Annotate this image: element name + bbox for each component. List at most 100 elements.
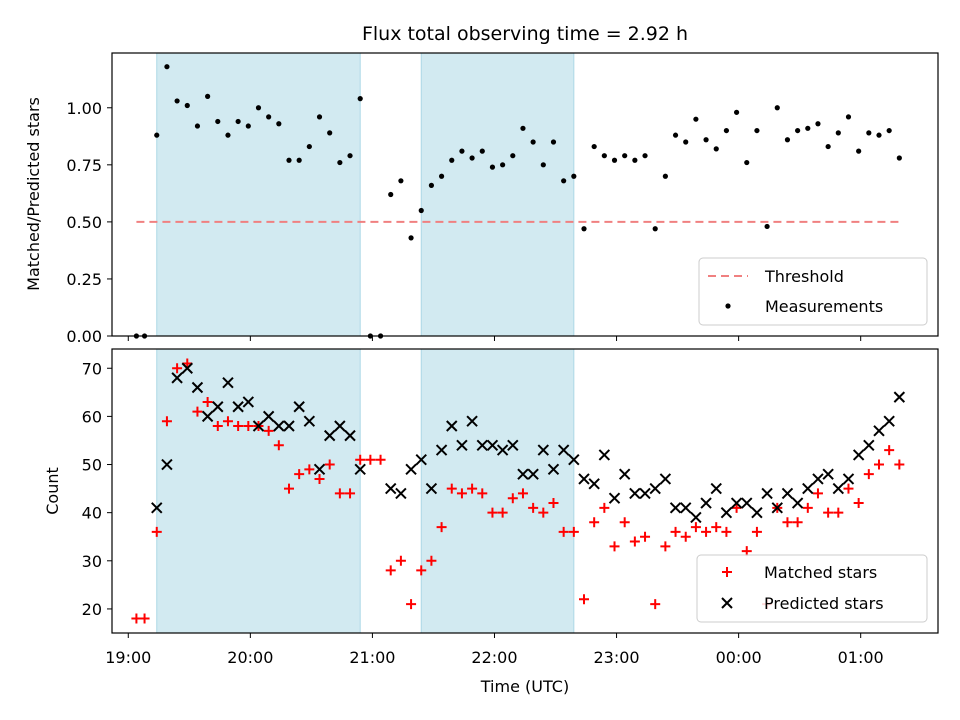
matched-star-point [517, 488, 528, 499]
matched-star-point [589, 517, 600, 528]
matched-star-point [334, 488, 345, 499]
matched-star-point [782, 517, 793, 528]
measurement-point [825, 143, 831, 150]
bottom-x-tick-label: 20:00 [227, 648, 273, 667]
legend-predicted-label: Predicted stars [764, 594, 884, 613]
bottom-y-tick-label: 30 [82, 552, 102, 571]
matched-star-point [467, 483, 478, 494]
predicted-star-point [446, 420, 458, 432]
matched-star-point [579, 594, 589, 605]
predicted-star-point [720, 506, 733, 519]
legend-threshold-label: Threshold [764, 267, 844, 286]
predicted-star-point [781, 487, 794, 500]
predicted-star-point [812, 473, 824, 485]
predicted-star-point [700, 497, 712, 509]
predicted-star-point [669, 502, 682, 514]
matched-star-point [690, 522, 701, 533]
top-y-tick-label: 0.50 [66, 213, 102, 232]
legend-matched-swatch [722, 567, 732, 577]
matched-star-point [599, 502, 610, 513]
predicted-star-point [252, 420, 265, 432]
measurement-point [754, 127, 760, 134]
measurement-point [815, 121, 821, 127]
matched-star-point [304, 464, 315, 475]
bottom-plot-frame [111, 348, 939, 634]
predicted-star-point [212, 401, 224, 413]
measurement-point [225, 132, 231, 138]
predicted-star-point [303, 415, 316, 427]
matched-star-point [426, 555, 437, 566]
predicted-star-point [466, 415, 478, 427]
matched-star-point [161, 416, 172, 427]
matched-star-point [151, 526, 162, 537]
matched-star-point [487, 507, 498, 518]
predicted-star-point [629, 487, 641, 500]
measurement-point [744, 159, 750, 166]
matched-star-point [446, 483, 457, 494]
measurement-point [805, 125, 811, 131]
matched-star-point [436, 522, 447, 533]
measurement-point [286, 157, 292, 163]
measurement-point [795, 127, 801, 134]
predicted-star-point [354, 463, 366, 476]
measurement-point [388, 191, 394, 198]
predicted-star-point [690, 511, 702, 524]
matched-star-point [833, 507, 844, 518]
measurement-point [591, 143, 597, 150]
matched-star-point [355, 454, 366, 465]
predicted-star-point [415, 454, 427, 466]
matched-star-point [139, 613, 150, 624]
matched-star-point [568, 526, 579, 537]
matched-star-point [406, 599, 417, 610]
measurement-point [500, 162, 506, 168]
measurement-point [347, 153, 353, 159]
top-y-tick-label: 1.00 [66, 99, 102, 118]
measurement-point [255, 105, 262, 111]
matched-star-point [680, 531, 691, 542]
measurement-point [205, 93, 211, 99]
measurement-point [327, 130, 333, 136]
predicted-star-point [222, 376, 234, 389]
predicted-star-point [537, 444, 550, 456]
predicted-star-point [476, 439, 488, 451]
top-y-tick-label: 0.75 [66, 156, 102, 175]
legend-measurement-label: Measurements [765, 297, 883, 316]
bottom-y-tick-label: 70 [82, 359, 102, 378]
top-legend-box [698, 257, 928, 326]
matched-star-point [416, 565, 427, 576]
matched-star-point [548, 498, 559, 509]
measurement-point [164, 64, 170, 70]
matched-star-point [497, 507, 508, 518]
predicted-star-point [578, 473, 590, 485]
matched-star-point [233, 421, 244, 432]
measurement-point [774, 105, 780, 111]
measurement-point [418, 207, 424, 214]
matched-star-point [345, 488, 356, 499]
matched-star-point [751, 526, 762, 537]
top-chart: 0.00 0.25 0.50 0.75 1.00 Matched/Predicted s… [24, 52, 939, 346]
predicted-star-point [547, 463, 560, 476]
bottom-legend-box [696, 554, 928, 623]
measurement-point [693, 116, 699, 122]
predicted-star-point [832, 482, 845, 495]
predicted-star-point [730, 497, 743, 509]
matched-star-point [395, 555, 406, 566]
matched-star-point [375, 454, 386, 465]
measurement-point [642, 153, 648, 159]
matched-star-point [365, 454, 376, 465]
bottom-chart: 20 30 40 50 60 70 19:00 20:00 21:00 22:00 23:00 00… [43, 348, 939, 696]
bottom-x-tick-label: 19:00 [105, 648, 151, 667]
matched-star-point [670, 526, 681, 537]
measurement-point [713, 146, 719, 152]
predicted-star-point [588, 478, 600, 490]
predicted-star-point [262, 410, 275, 423]
measurement-point [184, 102, 190, 109]
predicted-star-point [435, 444, 448, 456]
measurement-point [561, 178, 567, 184]
predicted-star-point [496, 444, 509, 456]
bottom-shaded-interval [156, 348, 361, 634]
matched-star-point [823, 507, 834, 518]
predicted-star-point [568, 454, 580, 466]
measurement-point [306, 143, 312, 150]
